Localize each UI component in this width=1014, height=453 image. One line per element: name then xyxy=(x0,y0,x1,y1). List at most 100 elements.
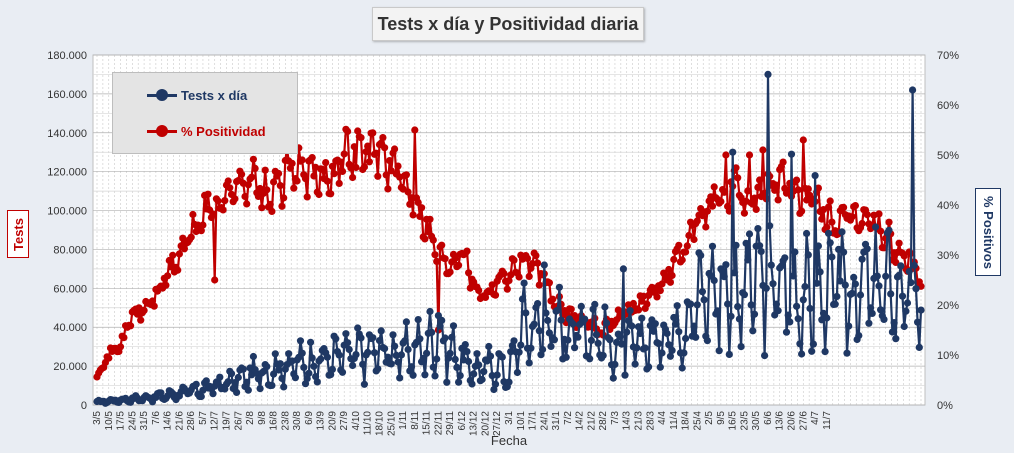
x-tick-label: 17/1 xyxy=(528,411,539,431)
tests-point xyxy=(263,363,271,371)
positividad-point xyxy=(828,218,836,226)
tests-point xyxy=(724,300,732,308)
positividad-point xyxy=(416,212,424,220)
positividad-point xyxy=(772,181,781,189)
tests-point xyxy=(621,371,629,379)
tests-point xyxy=(680,349,688,357)
positividad-point xyxy=(629,299,638,308)
tests-point xyxy=(784,311,792,319)
tests-point xyxy=(651,320,659,328)
tests-point xyxy=(872,223,880,231)
right-tick-label: 20% xyxy=(937,300,959,312)
tests-point xyxy=(791,248,799,256)
positividad-point xyxy=(169,251,177,259)
legend-swatch-tests xyxy=(147,88,177,102)
tests-point xyxy=(619,265,628,273)
tests-point xyxy=(473,350,481,358)
positividad-point xyxy=(337,158,345,166)
tests-point xyxy=(256,385,264,393)
tests-point xyxy=(840,248,848,256)
x-tick-label: 21/2 xyxy=(586,411,597,431)
positividad-point xyxy=(804,185,812,193)
positividad-point xyxy=(360,163,368,171)
tests-point xyxy=(291,374,299,382)
tests-point xyxy=(360,380,368,388)
tests-point xyxy=(867,304,875,312)
positividad-point xyxy=(754,183,762,191)
tests-point xyxy=(493,371,501,379)
positividad-point xyxy=(357,134,365,142)
tests-point xyxy=(271,350,279,358)
tests-point xyxy=(239,365,247,373)
positividad-point xyxy=(690,235,698,244)
left-axis-title: Tests xyxy=(7,210,29,258)
tests-point xyxy=(592,331,601,339)
positividad-point xyxy=(488,281,496,289)
tests-point xyxy=(624,317,633,325)
x-tick-label: 20/9 xyxy=(327,411,338,431)
tests-point xyxy=(374,365,382,373)
positividad-point xyxy=(244,181,252,189)
x-tick-label: 14/3 xyxy=(622,411,633,431)
x-tick-label: 23/8 xyxy=(280,411,291,431)
positividad-point xyxy=(248,173,256,181)
tests-point xyxy=(658,349,666,357)
positividad-point xyxy=(162,281,170,289)
x-tick-label: 29/11 xyxy=(445,411,456,436)
tests-point xyxy=(877,306,885,314)
tests-point xyxy=(848,289,856,297)
positividad-point xyxy=(431,251,439,259)
legend-item-positividad: % Positividad xyxy=(147,121,266,141)
x-tick-label: 25/4 xyxy=(692,411,703,431)
positividad-point xyxy=(877,227,885,235)
positividad-point xyxy=(409,211,417,219)
tests-point xyxy=(525,359,533,367)
positividad-point xyxy=(774,196,782,204)
positividad-point xyxy=(137,316,145,324)
tests-point xyxy=(744,256,752,264)
positividad-point xyxy=(503,285,511,293)
tests-point xyxy=(323,353,331,361)
right-tick-label: 10% xyxy=(937,350,959,362)
x-tick-label: 18/4 xyxy=(681,411,692,431)
x-tick-label: 6/6 xyxy=(763,411,774,425)
positividad-point xyxy=(379,134,387,142)
positividad-point xyxy=(354,127,362,135)
positividad-point xyxy=(421,235,429,243)
tests-point xyxy=(801,283,809,291)
tests-point xyxy=(394,358,402,366)
positividad-point xyxy=(756,176,764,184)
positividad-point xyxy=(165,256,173,265)
tests-point xyxy=(865,319,873,327)
tests-point xyxy=(581,315,589,323)
x-tick-label: 11/4 xyxy=(669,411,680,430)
positividad-point xyxy=(745,151,754,159)
x-tick-label: 4/7 xyxy=(810,411,821,425)
tests-point xyxy=(898,292,907,300)
tests-point xyxy=(634,323,643,331)
tests-point xyxy=(636,329,644,338)
tests-point xyxy=(663,329,671,338)
x-tick-label: 5/7 xyxy=(198,411,209,425)
positividad-point xyxy=(683,242,691,250)
tests-point xyxy=(308,354,316,362)
tests-point xyxy=(416,335,424,343)
tests-point xyxy=(633,344,641,352)
x-tick-label: 1/11 xyxy=(398,411,409,430)
positividad-point xyxy=(349,173,357,182)
tests-point xyxy=(682,334,690,343)
tests-point xyxy=(328,365,336,373)
x-tick-label: 12/7 xyxy=(210,411,221,431)
positividad-point xyxy=(793,176,801,184)
tests-point xyxy=(491,380,500,388)
tests-point xyxy=(377,327,385,335)
positividad-point xyxy=(532,252,540,260)
tests-point xyxy=(438,316,446,324)
positividad-point xyxy=(411,126,419,134)
positividad-point xyxy=(338,167,347,175)
tests-point xyxy=(507,348,515,356)
positividad-point xyxy=(327,190,335,198)
positividad-point xyxy=(127,322,135,330)
tests-point xyxy=(375,337,384,345)
positividad-point xyxy=(702,223,710,231)
